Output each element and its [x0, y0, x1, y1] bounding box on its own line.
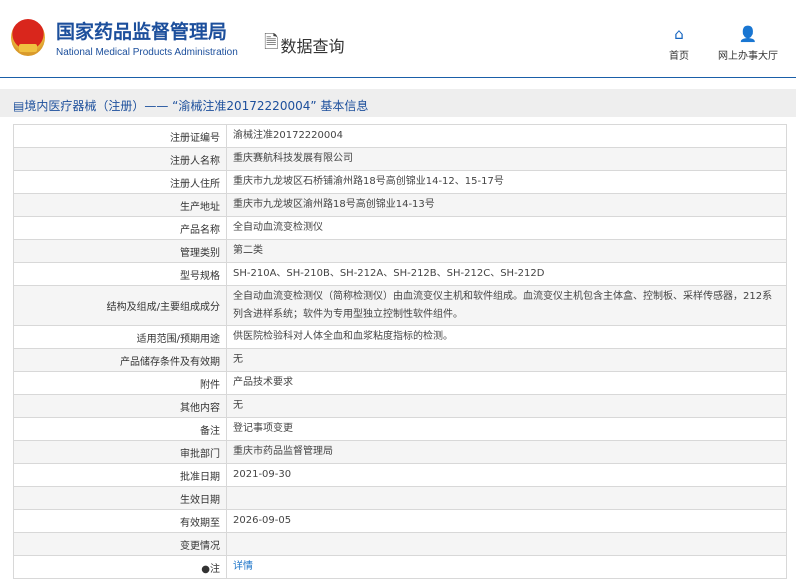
table-row: 适用范围/预期用途 供医院检验科对人体全血和血浆粘度指标的检测。 [13, 325, 787, 349]
field-value: 重庆市九龙坡区渝州路18号高创锦业14-13号 [226, 193, 787, 217]
table-row: 备注 登记事项变更 [13, 417, 787, 441]
field-label: 结构及组成/主要组成成分 [13, 285, 227, 326]
table-row: 变更情况 [13, 532, 787, 556]
field-label: 注册人名称 [13, 147, 227, 171]
site-header: 国家药品监督管理局 National Medical Products Admi… [0, 0, 796, 78]
field-label: 有效期至 [13, 509, 227, 533]
field-value [226, 532, 787, 556]
field-value: 渝械注准20172220004 [226, 124, 787, 148]
field-value: 全自动血流变检测仪 [226, 216, 787, 240]
table-row: 有效期至 2026-09-05 [13, 509, 787, 533]
table-row: 生效日期 [13, 486, 787, 510]
table-row: 生产地址 重庆市九龙坡区渝州路18号高创锦业14-13号 [13, 193, 787, 217]
field-value: 无 [226, 394, 787, 418]
field-value: 2021-09-30 [226, 463, 787, 487]
field-value: 重庆市药品监督管理局 [226, 440, 787, 464]
table-row: 审批部门 重庆市药品监督管理局 [13, 440, 787, 464]
field-label: 其他内容 [13, 394, 227, 418]
breadcrumb: ▤境内医疗器械（注册）—— “渝械注准20172220004” 基本信息 [0, 89, 796, 117]
table-row: 注册人名称 重庆赛航科技发展有限公司 [13, 147, 787, 171]
table-row: 注册人住所 重庆市九龙坡区石桥铺渝州路18号高创锦业14-12、15-17号 [13, 170, 787, 194]
user-icon: 👤 [738, 25, 758, 43]
field-value: 重庆市九龙坡区石桥铺渝州路18号高创锦业14-12、15-17号 [226, 170, 787, 194]
field-label: 附件 [13, 371, 227, 395]
document-search-icon: 🗎 [264, 32, 279, 53]
details-link[interactable]: 详情 [233, 561, 253, 572]
table-row: 产品储存条件及有效期无 [13, 348, 787, 372]
table-row: 注册证编号 渝械注准20172220004 [13, 124, 787, 148]
table-row: 型号规格 SH-210A、SH-210B、SH-212A、SH-212B、SH-2… [13, 262, 787, 286]
site-title: 国家药品监督管理局 [56, 21, 228, 43]
table-row: 管理类别 第二类 [13, 239, 787, 263]
field-label: 适用范围/预期用途 [13, 325, 227, 349]
nav-home[interactable]: ⌂ 首页 [669, 25, 689, 62]
table-row: 结构及组成/主要组成成分 全自动血流变检测仪（简称检测仪）由血流变仪主机和软件组成… [13, 285, 787, 326]
device-info-table: 注册证编号 渝械注准20172220004 注册人名称 重庆赛航科技发展有限公司 注册人… [13, 124, 787, 579]
field-label: 产品名称 [13, 216, 227, 240]
site-subtitle: National Medical Products Administration [56, 47, 238, 58]
field-value: 登记事项变更 [226, 417, 787, 441]
document-icon: ▤ [13, 99, 25, 113]
nav-home-label: 首页 [669, 51, 689, 62]
national-emblem-logo [11, 19, 45, 56]
field-label: 型号规格 [13, 262, 227, 286]
note-label: 注 [210, 563, 220, 575]
table-row: 产品名称 全自动血流变检测仪 [13, 216, 787, 240]
field-value: 供医院检验科对人体全血和血浆粘度指标的检测。 [226, 325, 787, 349]
table-row: 附件 产品技术要求 [13, 371, 787, 395]
field-label: 备注 [13, 417, 227, 441]
nav-online-hall-label: 网上办事大厅 [718, 51, 778, 62]
field-label: 产品储存条件及有效期 [13, 348, 227, 372]
nav-online-hall[interactable]: 👤 网上办事大厅 [718, 25, 778, 62]
field-label: 注册证编号 [13, 124, 227, 148]
field-value: 产品技术要求 [226, 371, 787, 395]
field-label: 管理类别 [13, 239, 227, 263]
field-label: 注册人住所 [13, 170, 227, 194]
field-value: 2026-09-05 [226, 509, 787, 533]
field-label: ●注 [13, 555, 227, 579]
table-row: 批准日期 2021-09-30 [13, 463, 787, 487]
table-row: 其他内容无 [13, 394, 787, 418]
home-icon: ⌂ [674, 25, 684, 43]
field-label: 审批部门 [13, 440, 227, 464]
data-query-label: 数据查询 [280, 37, 345, 56]
data-query-title: 🗎 数据查询 [264, 30, 345, 60]
field-value: 重庆赛航科技发展有限公司 [226, 147, 787, 171]
field-value: SH-210A、SH-210B、SH-212A、SH-212B、SH-212C、… [226, 262, 787, 286]
field-value: 第二类 [226, 239, 787, 263]
field-label: 批准日期 [13, 463, 227, 487]
field-label: 生产地址 [13, 193, 227, 217]
field-value [226, 486, 787, 510]
marker-icon: ● [201, 563, 210, 575]
table-row-note: ●注 详情 [13, 555, 787, 579]
field-value: 详情 [226, 555, 787, 579]
field-value: 全自动血流变检测仪（简称检测仪）由血流变仪主机和软件组成。血流变仪主机包含主体盒… [226, 285, 787, 326]
breadcrumb-text: 境内医疗器械（注册）—— “渝械注准20172220004” 基本信息 [24, 99, 369, 113]
field-label: 变更情况 [13, 532, 227, 556]
field-value: 无 [226, 348, 787, 372]
field-label: 生效日期 [13, 486, 227, 510]
